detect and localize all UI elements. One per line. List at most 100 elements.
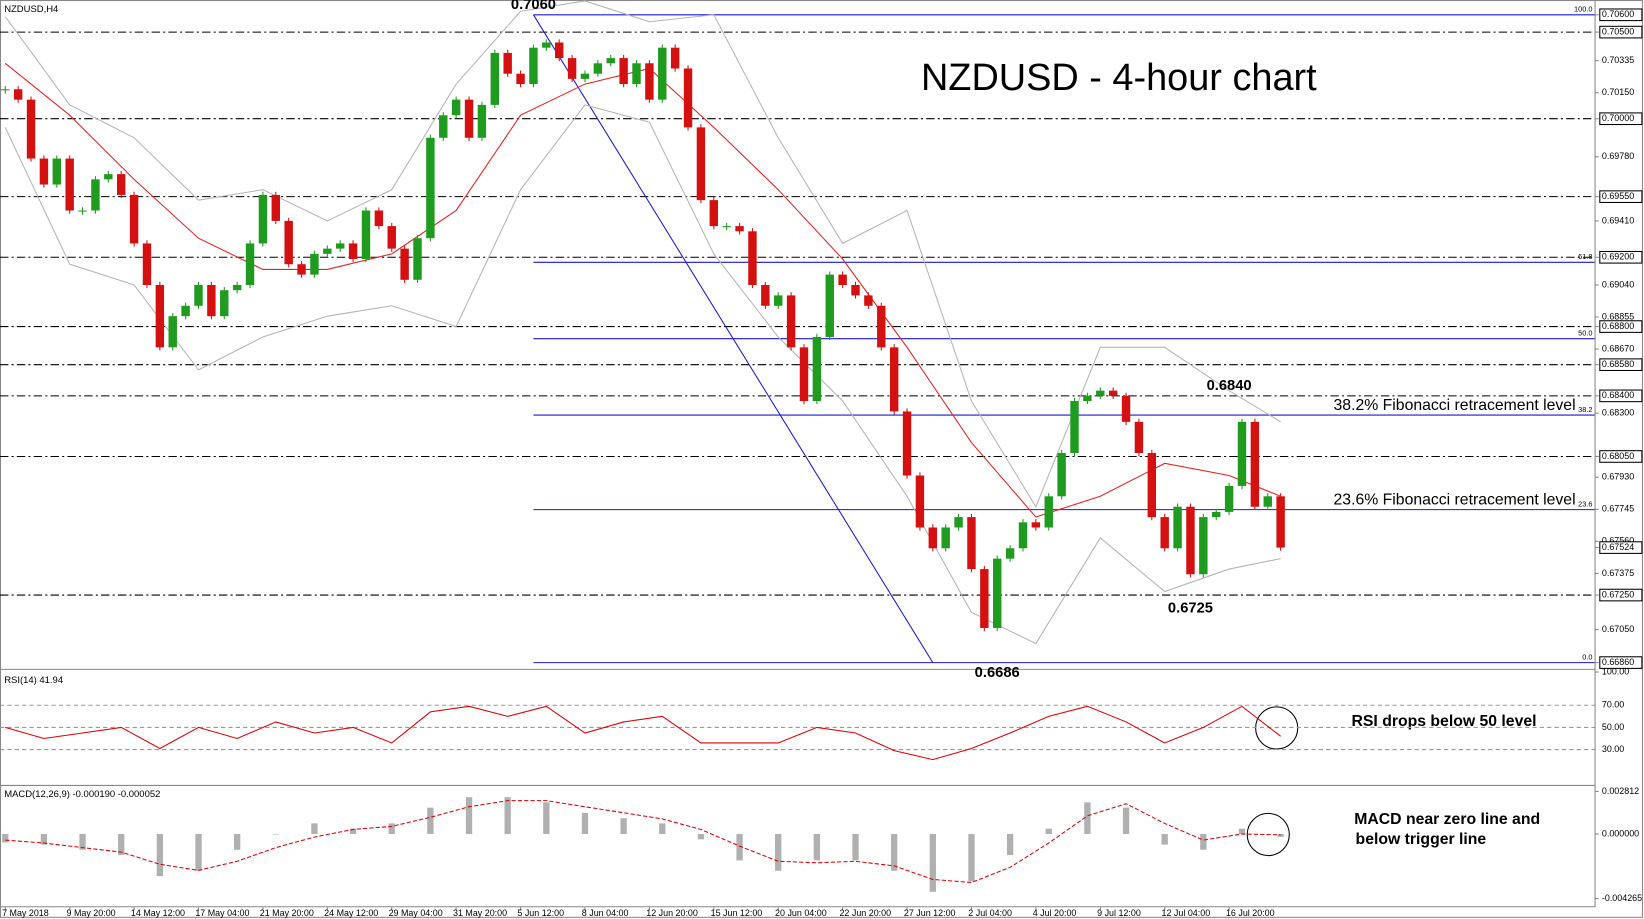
macd-bar: [1200, 833, 1207, 850]
candle: [915, 475, 925, 528]
macd-bar: [620, 818, 627, 834]
candle: [245, 243, 255, 285]
y-tick-label: 0.67560: [1602, 536, 1634, 546]
candle: [464, 99, 474, 138]
candle: [400, 248, 409, 280]
candle: [658, 47, 667, 100]
tick-box: [1599, 358, 1643, 372]
candle: [129, 194, 139, 244]
candle: [864, 295, 873, 306]
x-tick-label: 5 Jun 12:00: [517, 908, 564, 918]
x-tick-label: 27 Jun 12:00: [904, 908, 956, 918]
x-tick-label: 7 May 2018: [2, 908, 49, 918]
macd-bar: [891, 833, 898, 871]
rsi-tick-label: 100.00: [1602, 666, 1629, 676]
candle: [1186, 506, 1195, 575]
macd-bar: [1277, 833, 1284, 837]
price-annotation: 0.6840: [1207, 378, 1252, 394]
symbol-label: NZDUSD,H4: [4, 4, 58, 15]
rsi-tick-label: 70.00: [1602, 700, 1624, 710]
price-annotation: 0.6725: [1168, 601, 1213, 617]
candle: [555, 42, 564, 59]
candle: [1083, 395, 1092, 402]
macd-note: MACD near zero line and: [1354, 811, 1540, 828]
candle: [593, 63, 603, 74]
candle: [91, 179, 100, 211]
macd-bar: [852, 833, 859, 861]
candle: [954, 517, 963, 528]
candle: [258, 194, 268, 244]
candle: [1018, 522, 1028, 549]
y-tick-label: 0.68400: [1602, 390, 1634, 400]
rsi-tick-label: 50.00: [1602, 722, 1624, 732]
candle: [1237, 421, 1247, 486]
rsi-note: RSI drops below 50 level: [1352, 713, 1537, 730]
rsi-label: RSI(14) 41.94: [4, 675, 63, 686]
tick-box: [1599, 112, 1643, 126]
macd-bar: [813, 833, 821, 861]
candle: [271, 194, 281, 221]
candle: [1096, 390, 1105, 396]
candle: [116, 174, 126, 195]
tick-box: [1599, 588, 1643, 602]
candle: [1263, 496, 1272, 507]
candle: [1108, 390, 1118, 396]
candle: [451, 99, 461, 116]
fib-level-label: 50.0: [1578, 328, 1592, 337]
rsi-tick-label: 30.00: [1602, 744, 1624, 754]
y-tick-label: 0.70335: [1602, 55, 1634, 65]
macd-bar: [349, 828, 357, 834]
candle: [39, 158, 49, 185]
x-tick-label: 14 May 12:00: [131, 908, 185, 918]
y-tick-label: 0.70500: [1602, 26, 1634, 36]
candle: [993, 558, 1002, 628]
candle: [220, 290, 229, 317]
y-tick-label: 0.68800: [1602, 321, 1634, 331]
y-tick-label: 0.69780: [1602, 151, 1634, 161]
candle: [65, 158, 74, 211]
fib-text: 38.2% Fibonacci retracement level: [1334, 397, 1576, 414]
candle: [1276, 496, 1285, 548]
macd-bar: [311, 823, 318, 834]
y-tick-label: 0.68670: [1602, 343, 1634, 353]
y-tick-label: 0.67375: [1602, 568, 1634, 578]
candle: [168, 316, 177, 348]
candle: [825, 274, 834, 337]
x-tick-label: 9 Jul 12:00: [1097, 908, 1141, 918]
y-tick-label: 0.68855: [1602, 311, 1634, 321]
macd-bar: [736, 833, 743, 861]
candle: [774, 295, 783, 306]
macd-bar: [195, 833, 202, 871]
price-annotation: 0.6686: [975, 665, 1020, 681]
tick-box: [1599, 541, 1643, 554]
candle: [1250, 421, 1260, 507]
y-tick-label: 0.67524: [1602, 542, 1634, 552]
macd-bar: [79, 833, 86, 850]
tick-box: [1599, 250, 1643, 264]
candle: [1160, 517, 1169, 549]
candle: [361, 210, 371, 260]
candle: [567, 58, 577, 79]
x-tick-label: 9 May 20:00: [67, 908, 116, 918]
candle: [13, 89, 23, 100]
candle: [490, 52, 500, 105]
candle: [799, 347, 809, 402]
trend-line: [533, 14, 934, 663]
candle: [348, 243, 358, 260]
x-tick-label: 31 May 20:00: [453, 908, 507, 918]
candle: [1044, 496, 1053, 528]
candle: [104, 174, 113, 180]
macd-label: MACD(12,26,9) -0.000190 -0.000052: [4, 789, 160, 800]
candle: [889, 347, 899, 412]
candle: [26, 99, 36, 159]
macd-bar: [1122, 807, 1130, 834]
candle: [374, 210, 384, 227]
macd-bar: [929, 833, 936, 892]
y-tick-label: 0.66860: [1602, 657, 1634, 667]
candle: [877, 305, 886, 348]
macd-bar: [272, 833, 279, 835]
candle: [786, 295, 796, 348]
y-tick-label: 0.67050: [1602, 624, 1634, 634]
candle: [696, 127, 706, 201]
